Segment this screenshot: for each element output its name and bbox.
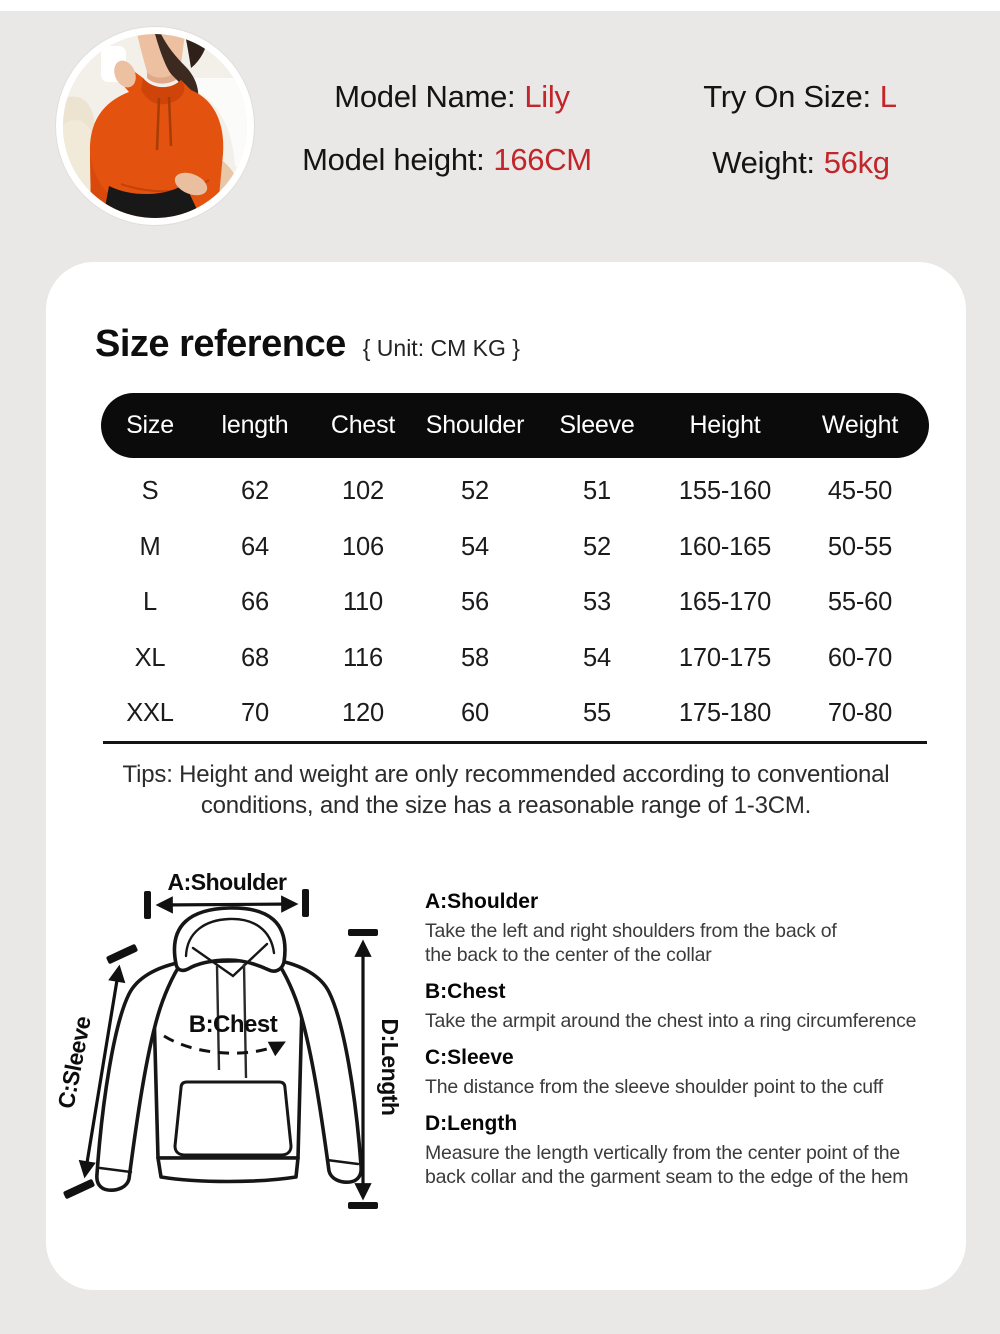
cell-value: 52 — [461, 477, 489, 506]
model-photo — [56, 27, 254, 225]
tips-line-2: conditions, and the size has a reasonabl… — [200, 792, 812, 819]
weight-label: Weight: — [712, 145, 815, 180]
model-height-line: Model height: 166CM — [302, 140, 592, 180]
cell-value: 66 — [241, 588, 269, 617]
cell-size: XL — [134, 643, 166, 672]
cell-size: S — [141, 477, 159, 506]
cell-value: 68 — [241, 643, 269, 672]
cell-value: 55-60 — [827, 588, 893, 617]
cell-value: 160-165 — [678, 532, 772, 561]
cell-value: 70 — [241, 699, 269, 728]
cell-value: 51 — [583, 477, 611, 506]
hoodie-drawstring — [242, 963, 248, 1079]
cell-value: 155-160 — [678, 477, 772, 506]
weight-line: Weight: 56kg — [712, 143, 890, 183]
shoulder-measure-arrow — [144, 889, 309, 919]
section-title-row: Size reference { Unit: CM KG } — [95, 322, 520, 366]
diagram-length-label: D:Length — [377, 1019, 403, 1116]
col-header-height: Height — [689, 411, 761, 439]
model-height-value: 166CM — [493, 142, 592, 177]
col-header-chest: Chest — [330, 411, 396, 439]
guide-item-chest: B:Chest Take the armpit around the chest… — [425, 980, 985, 1033]
cell-value: 60 — [461, 699, 489, 728]
col-header-shoulder: Shoulder — [425, 411, 525, 439]
cell-value: 54 — [583, 643, 611, 672]
model-name-value: Lily — [524, 79, 570, 114]
size-table-body: S 62 102 52 51 155-160 45-50 M 64 106 54… — [101, 464, 929, 742]
guide-title: D:Length — [425, 1112, 518, 1135]
cell-value: 50-55 — [827, 532, 893, 561]
unit-note: { Unit: CM KG } — [362, 335, 520, 361]
cell-size: M — [139, 532, 161, 561]
cell-value: 52 — [583, 532, 611, 561]
cell-value: 45-50 — [827, 477, 893, 506]
cell-value: 53 — [583, 588, 611, 617]
hoodie-measurement-diagram: A:Shoulder B:Chest C:Sleeve D:Length — [52, 869, 403, 1209]
guide-desc-line: The distance from the sleeve shoulder po… — [425, 1076, 883, 1098]
try-on-size-label: Try On Size: — [703, 79, 871, 114]
col-header-length: length — [221, 411, 289, 439]
measurement-guide: A:Shoulder Take the left and right shoul… — [425, 890, 985, 1202]
cell-size: L — [143, 588, 157, 617]
table-divider — [103, 741, 927, 744]
hoodie-pocket — [173, 1080, 293, 1157]
hoodie-hem — [156, 1156, 300, 1184]
try-on-size-value: L — [879, 79, 897, 114]
guide-desc-line: Take the armpit around the chest into a … — [425, 1010, 917, 1032]
cell-value: 54 — [461, 532, 489, 561]
cell-value: 62 — [241, 477, 269, 506]
guide-desc-line: Measure the length vertically from the c… — [425, 1142, 901, 1164]
try-on-size-line: Try On Size: L — [703, 77, 897, 117]
guide-item-shoulder: A:Shoulder Take the left and right shoul… — [425, 890, 985, 967]
size-reference-card: Size reference { Unit: CM KG } Size leng… — [46, 262, 966, 1290]
cell-value: 116 — [342, 643, 384, 672]
cell-value: 106 — [342, 532, 384, 561]
guide-item-sleeve: C:Sleeve The distance from the sleeve sh… — [425, 1046, 985, 1099]
col-header-weight: Weight — [821, 411, 899, 439]
cell-value: 110 — [342, 588, 384, 617]
cell-value: 60-70 — [827, 643, 893, 672]
col-header-size: Size — [126, 411, 174, 439]
model-name-label: Model Name: — [334, 79, 516, 114]
cell-value: 55 — [583, 699, 611, 728]
guide-desc-line: back collar and the garment seam to the … — [425, 1166, 909, 1188]
cell-value: 58 — [461, 643, 489, 672]
tips-line-1: Tips: Height and weight are only recomme… — [122, 761, 890, 788]
col-header-sleeve: Sleeve — [559, 411, 635, 439]
guide-desc-line: Take the left and right shoulders from t… — [425, 920, 837, 942]
model-name-line: Model Name: Lily — [334, 77, 570, 117]
model-photo-illustration — [63, 34, 247, 218]
chest-measure-line — [163, 1034, 286, 1057]
cell-value: 102 — [342, 477, 384, 506]
cell-value: 64 — [241, 532, 269, 561]
guide-title: C:Sleeve — [425, 1046, 514, 1069]
guide-item-length: D:Length Measure the length vertically f… — [425, 1112, 985, 1189]
diagram-shoulder-label: A:Shoulder — [168, 869, 287, 895]
weight-value: 56kg — [823, 145, 890, 180]
cell-value: 165-170 — [678, 588, 772, 617]
cell-value: 70-80 — [827, 699, 893, 728]
model-height-label: Model height: — [302, 142, 485, 177]
diagram-chest-label: B:Chest — [189, 1011, 278, 1038]
section-title: Size reference — [95, 323, 346, 365]
guide-title: A:Shoulder — [425, 890, 539, 913]
cell-size: XXL — [126, 699, 174, 728]
sleeve-measure-arrow — [63, 944, 138, 1199]
diagram-sleeve-label: C:Sleeve — [52, 1014, 95, 1110]
cell-value: 175-180 — [678, 699, 772, 728]
cell-value: 120 — [342, 699, 384, 728]
guide-title: B:Chest — [425, 980, 506, 1003]
cell-value: 170-175 — [678, 643, 772, 672]
cell-value: 56 — [461, 588, 489, 617]
hoodie-right-sleeve — [274, 958, 363, 1184]
size-tips: Tips: Height and weight are only recomme… — [46, 759, 966, 821]
size-table-header: Size length Chest Shoulder Sleeve Height… — [101, 393, 929, 458]
guide-desc-line: the back to the center of the collar — [425, 944, 712, 966]
length-measure-arrow — [348, 929, 378, 1209]
